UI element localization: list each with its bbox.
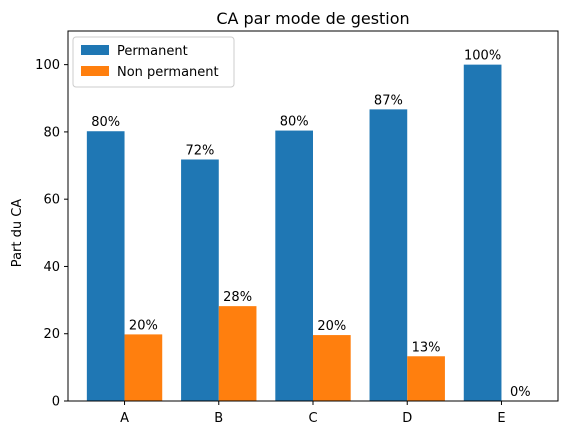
bar-permanent-b <box>181 159 219 401</box>
data-label: 20% <box>129 318 158 333</box>
y-tick-label: 80 <box>43 125 60 140</box>
data-labels-layer: 80% 20% 72% 28% 80% 20% 87% 13% 100% 0% <box>91 49 530 400</box>
data-label: 28% <box>223 290 252 305</box>
bar-non-permanent-b <box>218 306 257 401</box>
legend-swatch <box>81 66 109 76</box>
data-label: 0% <box>510 385 531 400</box>
bar-permanent-c <box>275 130 313 401</box>
data-label: 80% <box>91 115 120 130</box>
y-axis-label: Part du CA <box>10 199 25 267</box>
bar-permanent-e <box>463 64 502 402</box>
data-label: 80% <box>280 115 309 130</box>
bar-non-permanent-a <box>124 334 163 401</box>
legend-label: Permanent <box>117 44 188 59</box>
y-tick-label: 100 <box>35 58 60 73</box>
bar-non-permanent-d <box>407 356 445 401</box>
legend-box <box>72 36 235 88</box>
data-label: 100% <box>464 49 501 64</box>
plot-frame <box>67 30 559 402</box>
chart-title: CA par mode de gestion <box>216 9 409 28</box>
data-label: 13% <box>412 340 441 355</box>
y-tick-label: 0 <box>52 395 60 410</box>
bar-permanent-a <box>86 131 125 401</box>
data-label: 20% <box>317 319 346 334</box>
x-tick-label: B <box>214 411 223 426</box>
bar-permanent-d <box>369 109 408 401</box>
bar-non-permanent-c <box>313 335 351 401</box>
x-tick-label: C <box>308 411 317 426</box>
axes-layer: A B C D E 0 20 40 60 80 100 <box>35 30 559 426</box>
legend: Permanent Non permanent <box>72 36 235 88</box>
x-tick-label: D <box>402 411 412 426</box>
bars-layer <box>86 64 502 402</box>
legend-label: Non permanent <box>117 65 219 80</box>
data-label: 87% <box>374 93 403 108</box>
y-tick-label: 20 <box>43 327 60 342</box>
legend-swatch <box>81 45 109 55</box>
y-tick-label: 40 <box>43 260 60 275</box>
x-tick-label: A <box>120 411 129 426</box>
y-tick-label: 60 <box>43 193 60 208</box>
x-tick-label: E <box>497 411 505 426</box>
data-label: 72% <box>185 143 214 158</box>
